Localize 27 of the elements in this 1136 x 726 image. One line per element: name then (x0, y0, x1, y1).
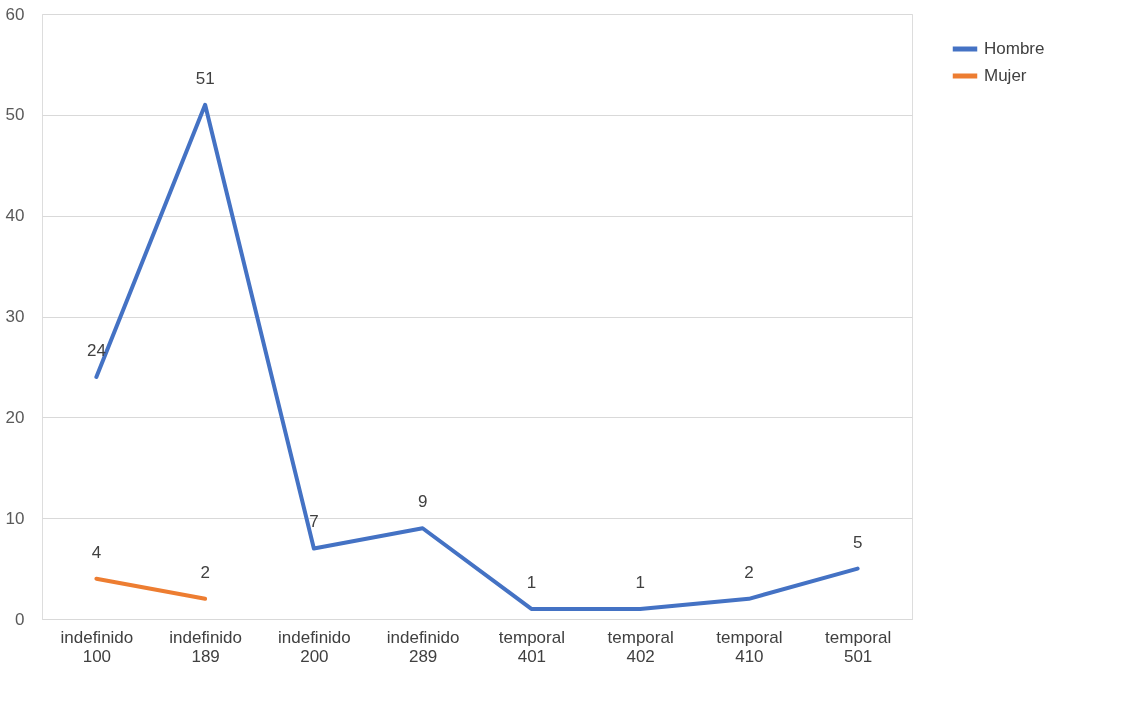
data-label: 4 (91, 542, 102, 562)
y-tick-label: 0 (15, 609, 25, 629)
data-label: 51 (195, 68, 215, 88)
x-tick-label: indefinido 189 (169, 627, 243, 666)
y-tick-label: 50 (5, 105, 25, 125)
y-tick-label: 60 (5, 4, 25, 24)
data-label: 7 (309, 512, 319, 532)
y-tick-label: 10 (5, 508, 25, 528)
data-label: 5 (852, 532, 863, 552)
y-tick-label: 30 (5, 307, 25, 326)
x-tick-label: temporal 401 (498, 627, 565, 666)
x-tick-label: indefinido 200 (277, 627, 351, 666)
data-label: 1 (526, 572, 537, 592)
data-label: 24 (86, 341, 106, 360)
y-tick-label: 40 (5, 206, 25, 226)
x-tick-label: indefinido 100 (60, 627, 134, 666)
legend-label: Mujer (984, 66, 1027, 85)
y-tick-label: 20 (5, 407, 25, 427)
data-label: 9 (417, 492, 428, 512)
legend-label: Hombre (984, 39, 1045, 58)
x-tick-label: indefinido 289 (386, 627, 460, 666)
x-tick-label: temporal 402 (607, 627, 674, 666)
data-label: 1 (635, 572, 645, 592)
data-label: 2 (200, 562, 210, 582)
data-label: 2 (744, 562, 754, 582)
x-tick-label: temporal 501 (825, 627, 892, 666)
x-tick-label: temporal 410 (716, 627, 783, 666)
